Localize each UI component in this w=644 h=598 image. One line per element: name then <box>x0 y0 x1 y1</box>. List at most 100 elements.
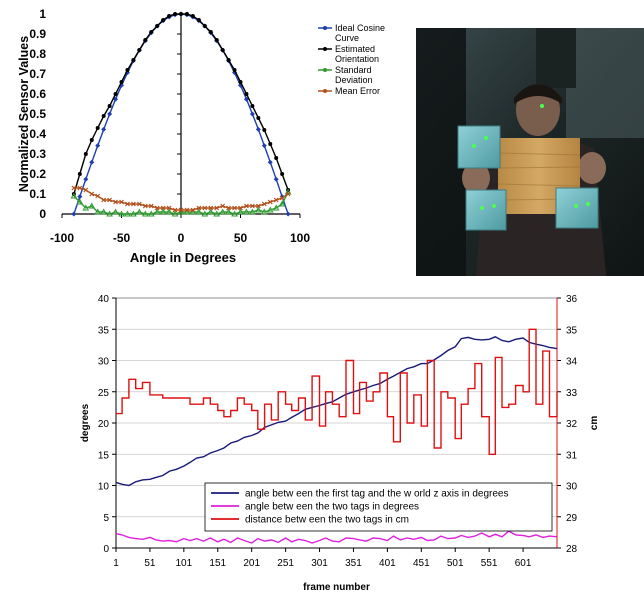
data-point <box>208 30 213 34</box>
x-tick-label: -100 <box>50 231 74 245</box>
data-point <box>226 205 232 211</box>
data-point <box>83 176 89 182</box>
y2-tick-label: 32 <box>566 419 578 430</box>
legend-box <box>204 482 553 532</box>
x-tick-label: 251 <box>277 558 294 569</box>
data-point <box>231 210 238 217</box>
y-tick-label: 0.6 <box>29 87 46 101</box>
legend-entry: Mean Error <box>318 86 380 96</box>
data-point <box>106 210 113 217</box>
data-point <box>208 205 214 211</box>
data-point <box>131 58 136 62</box>
data-point <box>89 191 95 197</box>
data-point <box>214 38 219 42</box>
data-point <box>113 92 118 96</box>
data-point <box>261 201 267 207</box>
data-point <box>107 197 113 203</box>
data-point <box>274 156 279 160</box>
data-point <box>155 24 160 28</box>
x-tick-label: 1 <box>113 558 119 569</box>
y2-tick-label: 34 <box>566 357 578 368</box>
data-point <box>184 12 189 16</box>
data-point <box>113 199 118 205</box>
data-point <box>124 210 131 217</box>
data-point <box>232 205 237 211</box>
data-point <box>143 38 148 42</box>
y-tick-label: 0.1 <box>29 187 46 201</box>
data-point <box>255 126 261 132</box>
frame-chart-series <box>115 328 558 544</box>
data-point <box>71 211 77 217</box>
data-point <box>220 48 225 52</box>
frame-chart-legend: angle betw een the first tag and the w o… <box>204 482 553 532</box>
data-point <box>154 205 160 211</box>
y2-tick-label: 36 <box>566 294 578 305</box>
y-tick-label: 0 <box>39 207 46 221</box>
data-point <box>207 208 215 215</box>
data-point <box>167 14 172 18</box>
data-point <box>89 138 94 142</box>
legend-label: distance betw een the two tags in cm <box>245 515 409 526</box>
legend-label: Estimated Orientation <box>335 44 379 64</box>
data-point <box>226 58 231 62</box>
person-holding-board-with-tags-photo <box>416 28 644 276</box>
y-tick-label: 0.2 <box>29 167 46 181</box>
legend-label: Ideal Cosine Curve <box>335 23 385 43</box>
data-point <box>107 111 113 117</box>
data-point <box>184 207 190 213</box>
y-tick-label: 0.4 <box>29 127 46 141</box>
data-point <box>244 92 249 96</box>
data-point <box>77 185 83 191</box>
data-point <box>244 203 249 209</box>
y-tick-label: 0.8 <box>29 47 46 61</box>
data-point <box>112 208 119 215</box>
data-point <box>161 18 166 22</box>
data-point <box>77 194 83 200</box>
data-point <box>256 116 261 120</box>
data-point <box>220 203 226 209</box>
y-tick-label: 5 <box>103 513 109 524</box>
x-axis-title: Angle in Degrees <box>130 250 236 265</box>
data-point <box>173 12 178 16</box>
y2-axis-title: cm <box>589 416 600 431</box>
data-point <box>101 126 107 132</box>
data-point <box>249 208 256 215</box>
data-point <box>280 172 285 176</box>
y2-tick-label: 30 <box>566 482 578 493</box>
x-tick-label: 601 <box>515 558 532 569</box>
x-tick-label: 51 <box>144 558 156 569</box>
cosine-chart-axes: 0 0.1 0.2 0.3 0.4 0.5 0.6 0.7 0.8 0.9 1 -100 -50 0 50 1… <box>17 7 310 265</box>
y-axis-title: Normalized Sensor Values <box>17 36 31 192</box>
data-point <box>190 14 195 18</box>
series-line-0 <box>115 336 558 487</box>
data-point <box>77 172 82 176</box>
y2-tick-label: 31 <box>566 450 578 461</box>
data-point <box>279 195 285 201</box>
data-point <box>267 199 273 205</box>
data-point <box>83 152 88 156</box>
data-point <box>125 201 130 207</box>
x-tick-label: 551 <box>481 558 498 569</box>
data-point <box>160 205 166 211</box>
data-point <box>190 207 196 213</box>
data-point <box>214 205 220 211</box>
data-point <box>225 208 232 215</box>
data-point <box>196 205 202 211</box>
data-point <box>243 208 250 215</box>
y-tick-label: 0.9 <box>29 27 46 41</box>
legend-label: Mean Error <box>335 86 380 96</box>
data-point <box>101 114 106 118</box>
data-point <box>71 185 77 191</box>
data-point <box>267 159 273 165</box>
legend-label: Standard Deviation <box>335 65 373 85</box>
series-2 <box>70 188 292 217</box>
data-point <box>95 143 101 149</box>
x-tick-label: 501 <box>447 558 464 569</box>
data-point <box>89 159 95 165</box>
x-tick-label: 201 <box>243 558 260 569</box>
legend-entry: Estimated Orientation <box>318 44 379 64</box>
y-tick-label: 30 <box>98 357 110 368</box>
data-point <box>118 210 125 217</box>
data-point <box>272 204 280 211</box>
